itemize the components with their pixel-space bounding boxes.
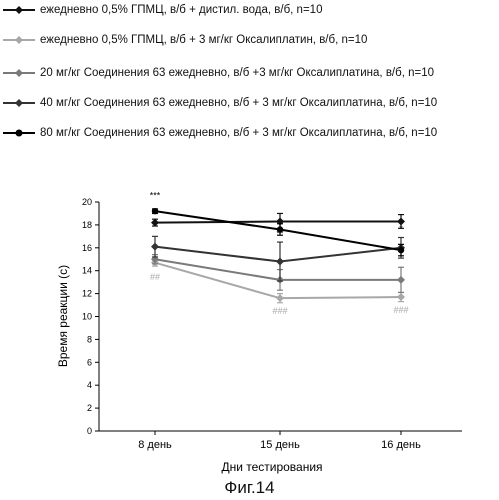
legend-swatch-20mg bbox=[3, 69, 35, 77]
legend-swatch-vehicle-water bbox=[3, 6, 35, 14]
legend-label: ежедневно 0,5% ГПМЦ, в/б + дистил. вода,… bbox=[40, 4, 323, 16]
legend-label: 80 мг/кг Соединения 63 ежедневно, в/б + … bbox=[40, 127, 438, 139]
y-tick-label: 16 bbox=[82, 243, 92, 253]
y-tick-label: 12 bbox=[82, 289, 92, 299]
y-tick-label: 6 bbox=[87, 357, 92, 367]
x-tick-label: 8 день bbox=[138, 439, 172, 451]
significance-label: * bbox=[399, 224, 403, 234]
x-tick-label: 16 день bbox=[381, 439, 421, 451]
chart-legend: ежедневно 0,5% ГПМЦ, в/б + дистил. вода,… bbox=[0, 0, 499, 150]
x-ticks: 8 день 15 день 16 день bbox=[138, 431, 421, 451]
series-group bbox=[151, 207, 405, 304]
data-point bbox=[397, 246, 405, 254]
legend-item: 20 мг/кг Соединения 63 ежедневно, в/б +3… bbox=[2, 66, 434, 80]
legend-item: ежедневно 0,5% ГПМЦ, в/б + 3 мг/кг Оксал… bbox=[2, 33, 367, 47]
data-point bbox=[397, 293, 405, 302]
figure-caption: Фиг.14 bbox=[224, 478, 275, 497]
legend-swatch-80mg bbox=[3, 129, 35, 137]
data-point bbox=[151, 242, 159, 251]
y-tick-label: 2 bbox=[87, 403, 92, 413]
series-line bbox=[154, 245, 402, 263]
legend-item: 80 мг/кг Соединения 63 ежедневно, в/б + … bbox=[2, 126, 437, 140]
y-tick-label: 4 bbox=[87, 380, 92, 390]
significance-label: *** bbox=[150, 191, 161, 201]
line-chart: 0 2 4 6 8 10 12 14 16 18 20 8 день 15 день 16 день *… bbox=[56, 191, 462, 474]
significance-label: ### bbox=[393, 305, 408, 315]
legend-item: 40 мг/кг Соединения 63 ежедневно, в/б + … bbox=[2, 96, 437, 110]
significance-label: ## bbox=[150, 272, 160, 282]
y-tick-label: 14 bbox=[82, 266, 92, 276]
legend-swatch-vehicle-oxaliplatin bbox=[3, 36, 35, 44]
legend-swatch-40mg bbox=[3, 99, 35, 107]
data-point bbox=[276, 257, 284, 266]
x-tick-label: 15 день bbox=[260, 439, 300, 451]
y-tick-label: 10 bbox=[82, 312, 92, 322]
y-tick-label: 8 bbox=[87, 334, 92, 344]
y-tick-label: 0 bbox=[87, 426, 92, 436]
data-point bbox=[276, 226, 284, 233]
legend-label: 20 мг/кг Соединения 63 ежедневно, в/б +3… bbox=[40, 67, 435, 79]
data-point bbox=[397, 217, 405, 226]
data-point bbox=[151, 207, 159, 215]
y-axis-title: Время реакции (с) bbox=[56, 265, 70, 367]
legend-label: 40 мг/кг Соединения 63 ежедневно, в/б + … bbox=[40, 97, 438, 109]
series-4 bbox=[151, 235, 405, 282]
significance-label: ### bbox=[272, 306, 287, 316]
x-axis-title: Дни тестирования bbox=[221, 460, 322, 474]
data-point bbox=[397, 275, 405, 284]
legend-label: ежедневно 0,5% ГПМЦ, в/б + 3 мг/кг Оксал… bbox=[40, 34, 368, 46]
y-ticks: 0 2 4 6 8 10 12 14 16 18 20 bbox=[82, 197, 99, 436]
data-point bbox=[276, 294, 284, 303]
data-point bbox=[151, 218, 159, 227]
annotations: *** ## ** ### * ### bbox=[150, 191, 409, 317]
series-5 bbox=[151, 207, 405, 257]
y-tick-label: 20 bbox=[82, 197, 92, 207]
y-tick-label: 18 bbox=[82, 220, 92, 230]
significance-label: ** bbox=[276, 228, 284, 238]
legend-item: ежедневно 0,5% ГПМЦ, в/б + дистил. вода,… bbox=[2, 3, 322, 17]
